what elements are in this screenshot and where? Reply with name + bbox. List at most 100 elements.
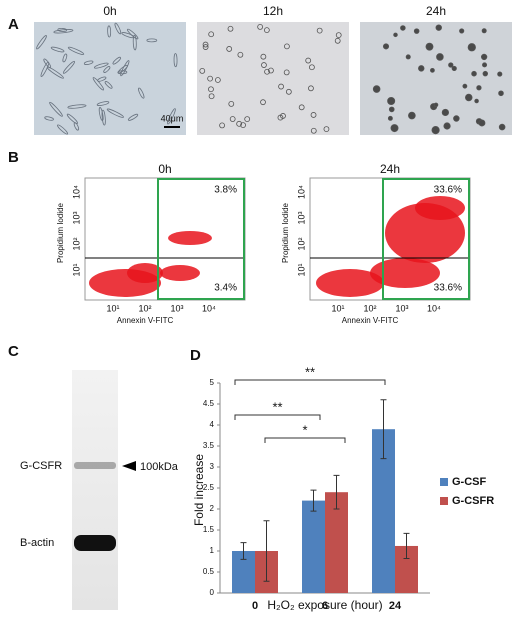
y-tick-label: 10⁴: [296, 185, 306, 199]
cell: [390, 124, 399, 133]
cell: [388, 106, 395, 113]
cell: [117, 64, 128, 74]
bar: [302, 500, 325, 593]
image-label: 12h: [263, 4, 283, 18]
cell: [237, 51, 244, 58]
bar: [395, 545, 418, 593]
cell: [408, 111, 416, 120]
cell: [67, 104, 87, 109]
cell: [443, 122, 451, 130]
cell: [214, 77, 221, 83]
cell: [173, 53, 178, 68]
y-tick-label: 4: [210, 420, 215, 429]
legend-swatch: [440, 478, 448, 486]
event-cloud: [168, 231, 212, 245]
cell: [167, 108, 176, 125]
cell: [53, 29, 74, 34]
panel-label: B: [8, 149, 19, 166]
cell: [467, 43, 476, 52]
image-label: 0h: [103, 4, 116, 18]
marker-label: 100kDa: [140, 461, 179, 473]
plot-title: 24h: [380, 162, 400, 176]
x-axis-label: Annexin V-FITC: [342, 316, 399, 325]
y-tick-label: 2: [210, 504, 215, 513]
y-tick-label: 10²: [71, 237, 81, 250]
cell: [36, 35, 47, 50]
cell: [208, 31, 215, 38]
cell: [229, 116, 236, 122]
cell: [207, 75, 214, 82]
cell: [62, 60, 75, 74]
micrograph: [34, 22, 186, 135]
cell: [132, 34, 137, 51]
cell: [43, 58, 52, 69]
cell: [462, 83, 468, 89]
y-tick-label: 3.5: [203, 441, 215, 450]
cell: [310, 112, 317, 118]
cell: [66, 113, 78, 124]
legend-label: G-CSF: [452, 476, 487, 488]
y-tick-label: 1.5: [203, 525, 215, 534]
gate: [157, 178, 245, 300]
cell: [465, 93, 473, 102]
y-tick-label: 0: [210, 588, 215, 597]
y-tick-label: 10³: [71, 211, 81, 224]
cell: [382, 43, 390, 50]
cell: [309, 64, 315, 71]
cell: [57, 28, 68, 32]
cell: [121, 32, 135, 39]
cell: [481, 28, 487, 34]
cell: [236, 120, 243, 127]
error-bar: [403, 532, 410, 560]
cell: [283, 69, 290, 76]
x-tick-label: 10¹: [331, 303, 344, 313]
cell: [482, 62, 488, 68]
cell: [112, 56, 122, 65]
y-tick-label: 4.5: [203, 399, 215, 408]
cell: [107, 25, 112, 38]
cell: [430, 67, 435, 73]
blot-band: [74, 535, 116, 551]
cell: [474, 98, 479, 104]
cell: [208, 86, 214, 93]
y-tick-label: 10³: [296, 211, 306, 224]
cell: [199, 67, 206, 74]
legend-label: G-CSFR: [452, 495, 494, 507]
x-tick-label: 10²: [363, 303, 376, 313]
cell: [482, 70, 489, 77]
cell: [413, 28, 420, 34]
cell: [436, 53, 444, 61]
cell: [284, 43, 290, 50]
x-axis-label: Annexin V-FITC: [117, 316, 174, 325]
event-cloud: [160, 265, 200, 281]
micrograph: [360, 22, 512, 135]
cell: [228, 100, 235, 107]
cell: [305, 57, 312, 64]
cell: [480, 53, 488, 61]
cell: [138, 87, 145, 99]
error-bar: [310, 489, 317, 512]
x-tick-label: 0: [252, 600, 258, 612]
quadrant-value: 33.6%: [434, 185, 462, 196]
cell: [298, 104, 305, 111]
cell: [393, 32, 398, 38]
cell: [263, 27, 270, 34]
x-tick-label: 10¹: [106, 303, 119, 313]
significance-bracket: [234, 379, 386, 385]
cell: [240, 122, 246, 128]
cell: [418, 65, 425, 72]
cell: [146, 38, 158, 43]
y-tick-label: 10⁴: [71, 185, 81, 199]
quadrant-value: 33.6%: [434, 283, 462, 294]
significance-bracket: [234, 414, 321, 420]
y-axis-label: Propidium Iodide: [281, 202, 290, 263]
cell: [244, 116, 251, 123]
cell: [101, 109, 106, 126]
x-tick-label: 10³: [395, 303, 408, 313]
cell: [57, 124, 69, 135]
cell: [441, 108, 449, 117]
band-label: G-CSFR: [20, 460, 62, 472]
cell: [498, 90, 504, 97]
cell: [316, 27, 323, 34]
cell: [471, 70, 477, 77]
